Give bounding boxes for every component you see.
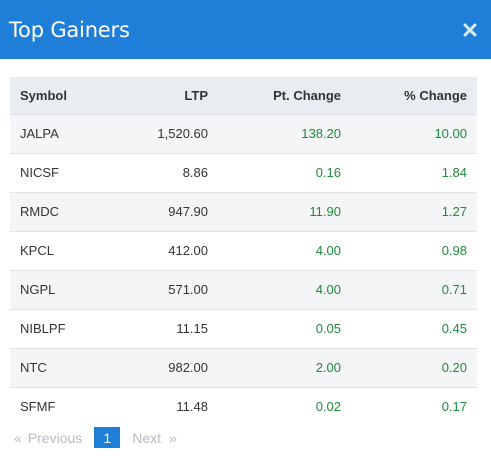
cell-pct-change: 0.98 [441, 243, 467, 258]
gainers-table-container: Symbol LTP Pt. Change % Change JALPA 1,5… [10, 77, 477, 426]
pagination: « Previous 1 Next » [10, 427, 177, 448]
cell-symbol[interactable]: NICSF [20, 165, 59, 180]
cell-pt-change: 2.00 [315, 360, 341, 375]
table-row[interactable]: RMDC 947.90 11.90 1.27 [10, 192, 477, 231]
cell-pct-change: 1.27 [441, 204, 467, 219]
cell-symbol[interactable]: NIBLPF [20, 321, 66, 336]
modal-header: Top Gainers [0, 0, 491, 59]
header-symbol[interactable]: Symbol [20, 87, 67, 103]
cell-pct-change: 0.20 [441, 360, 467, 375]
table-row[interactable]: JALPA 1,520.60 138.20 10.00 [10, 114, 477, 153]
table-row[interactable]: KPCL 412.00 4.00 0.98 [10, 231, 477, 270]
cell-pct-change: 0.17 [441, 399, 467, 415]
cell-ltp: 982.00 [168, 360, 208, 375]
table-row[interactable]: NGPL 571.00 4.00 0.71 [10, 270, 477, 309]
cell-pct-change: 0.45 [441, 321, 467, 336]
previous-button[interactable]: Previous [27, 429, 83, 446]
cell-pt-change: 11.90 [309, 204, 341, 219]
cell-ltp: 11.48 [176, 399, 208, 415]
cell-pt-change: 0.05 [315, 321, 341, 336]
gainers-table: Symbol LTP Pt. Change % Change JALPA 1,5… [10, 77, 477, 426]
next-arrow-icon[interactable]: » [169, 429, 177, 446]
cell-pt-change: 138.20 [301, 126, 341, 141]
cell-symbol[interactable]: SFMF [20, 399, 56, 415]
cell-pt-change: 0.16 [315, 165, 341, 180]
close-icon [463, 23, 477, 36]
cell-ltp: 8.86 [182, 165, 208, 180]
cell-ltp: 412.00 [168, 243, 208, 258]
cell-symbol[interactable]: RMDC [20, 204, 59, 219]
cell-ltp: 947.90 [168, 204, 208, 219]
cell-ltp: 11.15 [176, 321, 208, 336]
cell-pt-change: 4.00 [315, 243, 341, 258]
page-button-current[interactable]: 1 [94, 427, 121, 448]
cell-pt-change: 0.02 [315, 399, 341, 415]
cell-pct-change: 0.71 [441, 282, 467, 297]
table-header-row: Symbol LTP Pt. Change % Change [10, 77, 477, 114]
cell-symbol[interactable]: NTC [20, 360, 47, 375]
table-row[interactable]: NIBLPF 11.15 0.05 0.45 [10, 309, 477, 348]
cell-pct-change: 1.84 [441, 165, 467, 180]
header-pt-change[interactable]: Pt. Change [273, 87, 341, 103]
cell-ltp: 1,520.60 [157, 126, 208, 141]
modal-title: Top Gainers [9, 17, 130, 42]
previous-arrow-icon[interactable]: « [14, 429, 22, 446]
cell-pt-change: 4.00 [315, 282, 341, 297]
cell-symbol[interactable]: NGPL [20, 282, 56, 297]
cell-pct-change: 10.00 [434, 126, 467, 141]
next-button[interactable]: Next [132, 429, 162, 446]
table-row[interactable]: SFMF 11.48 0.02 0.17 [10, 387, 477, 426]
cell-symbol[interactable]: JALPA [20, 126, 59, 141]
header-pct-change[interactable]: % Change [404, 87, 467, 103]
table-row[interactable]: NICSF 8.86 0.16 1.84 [10, 153, 477, 192]
close-button[interactable] [459, 19, 481, 41]
table-row[interactable]: NTC 982.00 2.00 0.20 [10, 348, 477, 387]
cell-ltp: 571.00 [168, 282, 208, 297]
cell-symbol[interactable]: KPCL [20, 243, 54, 258]
header-ltp[interactable]: LTP [184, 87, 208, 103]
